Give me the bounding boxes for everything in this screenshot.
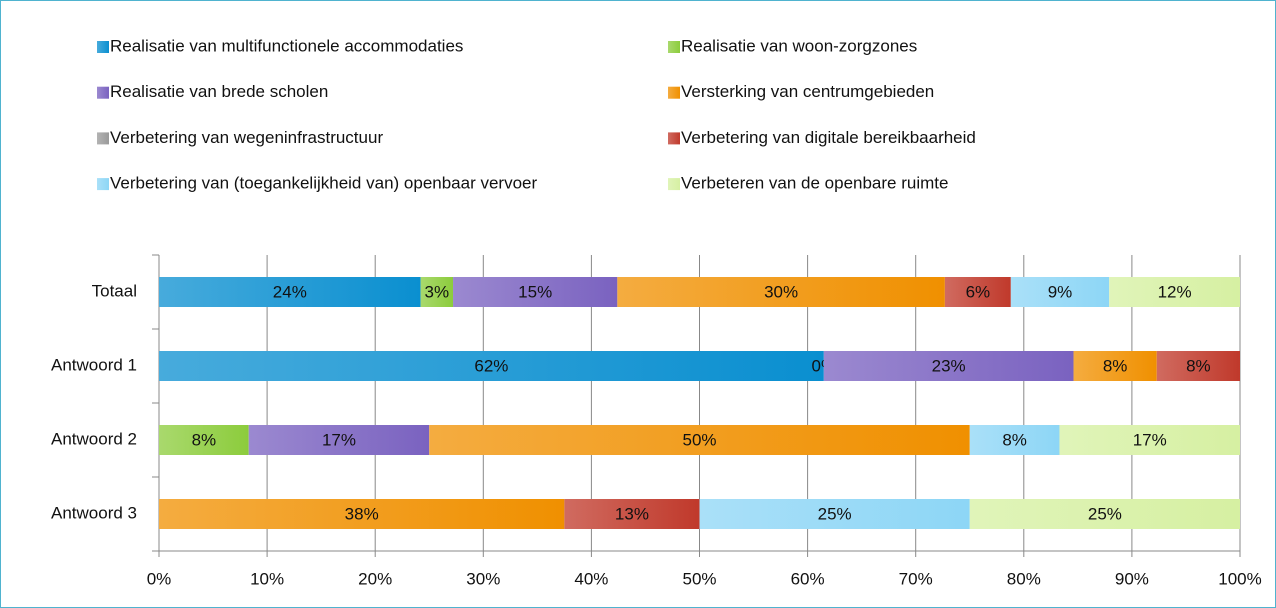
- bar-segment: [429, 425, 970, 455]
- data-label: 62%: [474, 356, 508, 375]
- bar-segment: [944, 277, 1011, 307]
- data-label: 25%: [1088, 504, 1122, 523]
- legend-swatch: [97, 178, 109, 191]
- y-tick-label: Antwoord 1: [51, 355, 137, 374]
- data-label: 3%: [425, 282, 450, 301]
- y-tick-label: Antwoord 3: [51, 503, 137, 522]
- bar-segment: [969, 425, 1060, 455]
- bar-segment: [1109, 277, 1240, 307]
- bar-segment: [159, 425, 249, 455]
- bar-segment: [453, 277, 618, 307]
- legend-label: Verbetering van digitale bereikbaarheid: [681, 128, 976, 147]
- x-tick-label: 40%: [574, 569, 608, 588]
- legend-label: Verbeteren van de openbare ruimte: [681, 174, 948, 193]
- legend-label: Verbetering van wegeninfrastructuur: [110, 128, 383, 147]
- legend-label: Realisatie van multifunctionele accommod…: [110, 36, 463, 55]
- data-label: 24%: [273, 282, 307, 301]
- data-label: 8%: [1002, 430, 1027, 449]
- bar-segment: [1059, 425, 1240, 455]
- data-label: 8%: [1186, 356, 1211, 375]
- data-label: 17%: [322, 430, 356, 449]
- legend-label: Realisatie van brede scholen: [110, 82, 328, 101]
- data-label: 17%: [1133, 430, 1167, 449]
- legend-swatch: [668, 132, 680, 145]
- x-tick-label: 70%: [899, 569, 933, 588]
- legend-label: Versterking van centrumgebieden: [681, 82, 934, 101]
- data-label: 8%: [192, 430, 217, 449]
- bar-segment: [248, 425, 430, 455]
- legend-swatch: [97, 132, 109, 145]
- legend-swatch: [97, 86, 109, 99]
- data-label: 15%: [518, 282, 552, 301]
- data-label: 30%: [764, 282, 798, 301]
- legend-label: Realisatie van woon-zorgzones: [681, 36, 917, 55]
- bar-segment: [969, 499, 1240, 529]
- bar-segment: [617, 277, 945, 307]
- bar-segment: [564, 499, 700, 529]
- x-tick-label: 80%: [1007, 569, 1041, 588]
- data-label: 6%: [966, 282, 991, 301]
- legend-swatch: [668, 178, 680, 191]
- legend-swatch: [97, 41, 109, 53]
- bar-segment: [823, 351, 1074, 381]
- bar-segment: [1156, 351, 1240, 381]
- data-label: 13%: [615, 504, 649, 523]
- legend-swatch: [668, 41, 680, 53]
- data-label: 23%: [932, 356, 966, 375]
- data-label: 25%: [818, 504, 852, 523]
- x-tick-label: 100%: [1218, 569, 1261, 588]
- data-label: 12%: [1158, 282, 1192, 301]
- x-tick-label: 0%: [147, 569, 172, 588]
- data-label: 50%: [682, 430, 716, 449]
- legend-swatch: [668, 86, 680, 99]
- bar-segment: [159, 499, 565, 529]
- x-tick-label: 20%: [358, 569, 392, 588]
- bar-segment: [1073, 351, 1157, 381]
- x-tick-label: 90%: [1115, 569, 1149, 588]
- x-tick-label: 30%: [466, 569, 500, 588]
- data-label: 38%: [345, 504, 379, 523]
- x-tick-label: 10%: [250, 569, 284, 588]
- bar-segment: [420, 277, 454, 307]
- bar-segment: [1010, 277, 1110, 307]
- y-tick-label: Antwoord 2: [51, 429, 137, 448]
- x-tick-label: 60%: [791, 569, 825, 588]
- y-tick-label: Totaal: [92, 281, 137, 300]
- bar-segment: [159, 277, 421, 307]
- bar-segment: [699, 499, 970, 529]
- data-label: 9%: [1048, 282, 1073, 301]
- x-tick-label: 50%: [682, 569, 716, 588]
- data-label: 8%: [1103, 356, 1128, 375]
- bar-segment: [159, 351, 824, 381]
- legend-label: Verbetering van (toegankelijkheid van) o…: [110, 174, 537, 193]
